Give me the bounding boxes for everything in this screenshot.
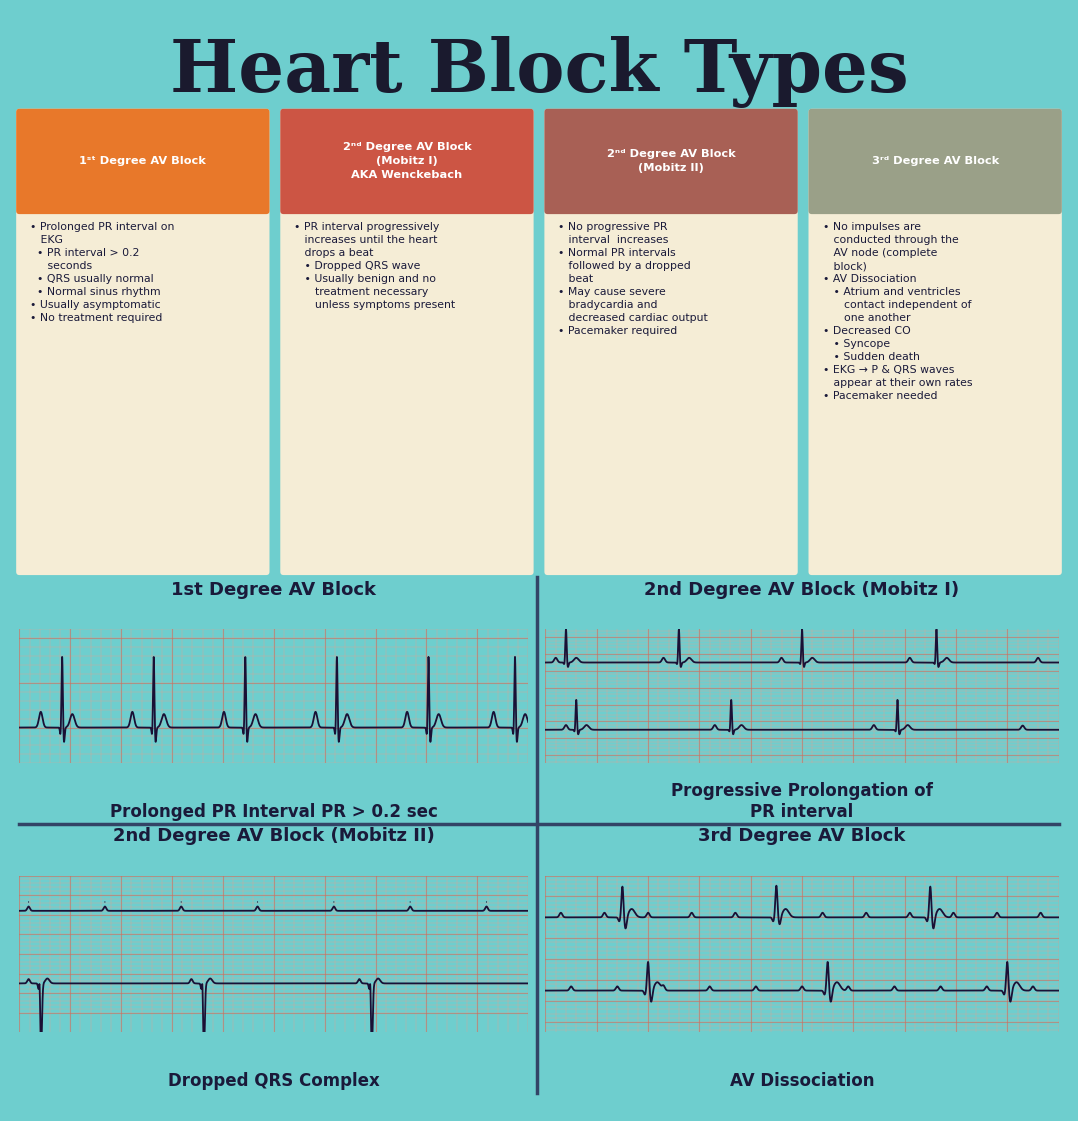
- FancyBboxPatch shape: [280, 109, 534, 575]
- FancyBboxPatch shape: [280, 109, 534, 214]
- Text: 2nd Degree AV Block (Mobitz I): 2nd Degree AV Block (Mobitz I): [645, 581, 959, 599]
- Text: 1ˢᵗ Degree AV Block: 1ˢᵗ Degree AV Block: [80, 157, 206, 166]
- Text: • Prolonged PR interval on
   EKG
  • PR interval > 0.2
     seconds
  • QRS usu: • Prolonged PR interval on EKG • PR inte…: [30, 222, 175, 323]
- FancyBboxPatch shape: [544, 109, 798, 575]
- FancyBboxPatch shape: [544, 109, 798, 214]
- Text: • No progressive PR
   interval  increases
• Normal PR intervals
   followed by : • No progressive PR interval increases •…: [558, 222, 708, 336]
- Text: 1st Degree AV Block: 1st Degree AV Block: [171, 581, 376, 599]
- Text: AV Dissociation: AV Dissociation: [730, 1072, 874, 1090]
- FancyBboxPatch shape: [808, 109, 1062, 575]
- Text: 2nd Degree AV Block (Mobitz II): 2nd Degree AV Block (Mobitz II): [113, 827, 434, 845]
- Text: 2ⁿᵈ Degree AV Block
(Mobitz I)
AKA Wenckebach: 2ⁿᵈ Degree AV Block (Mobitz I) AKA Wenck…: [343, 142, 471, 180]
- Text: Dropped QRS Complex: Dropped QRS Complex: [168, 1072, 379, 1090]
- FancyBboxPatch shape: [16, 109, 270, 214]
- Text: 3ʳᵈ Degree AV Block: 3ʳᵈ Degree AV Block: [871, 157, 999, 166]
- Text: • PR interval progressively
   increases until the heart
   drops a beat
   • Dr: • PR interval progressively increases un…: [294, 222, 455, 311]
- Text: Prolonged PR Interval PR > 0.2 sec: Prolonged PR Interval PR > 0.2 sec: [110, 803, 438, 821]
- FancyBboxPatch shape: [808, 109, 1062, 214]
- Text: Progressive Prolongation of
PR interval: Progressive Prolongation of PR interval: [672, 781, 932, 821]
- Text: 3rd Degree AV Block: 3rd Degree AV Block: [699, 827, 906, 845]
- Text: • No impulses are
   conducted through the
   AV node (complete
   block)
• AV D: • No impulses are conducted through the …: [823, 222, 972, 401]
- Text: 2ⁿᵈ Degree AV Block
(Mobitz II): 2ⁿᵈ Degree AV Block (Mobitz II): [607, 149, 735, 174]
- FancyBboxPatch shape: [16, 109, 270, 575]
- Text: Heart Block Types: Heart Block Types: [169, 36, 909, 108]
